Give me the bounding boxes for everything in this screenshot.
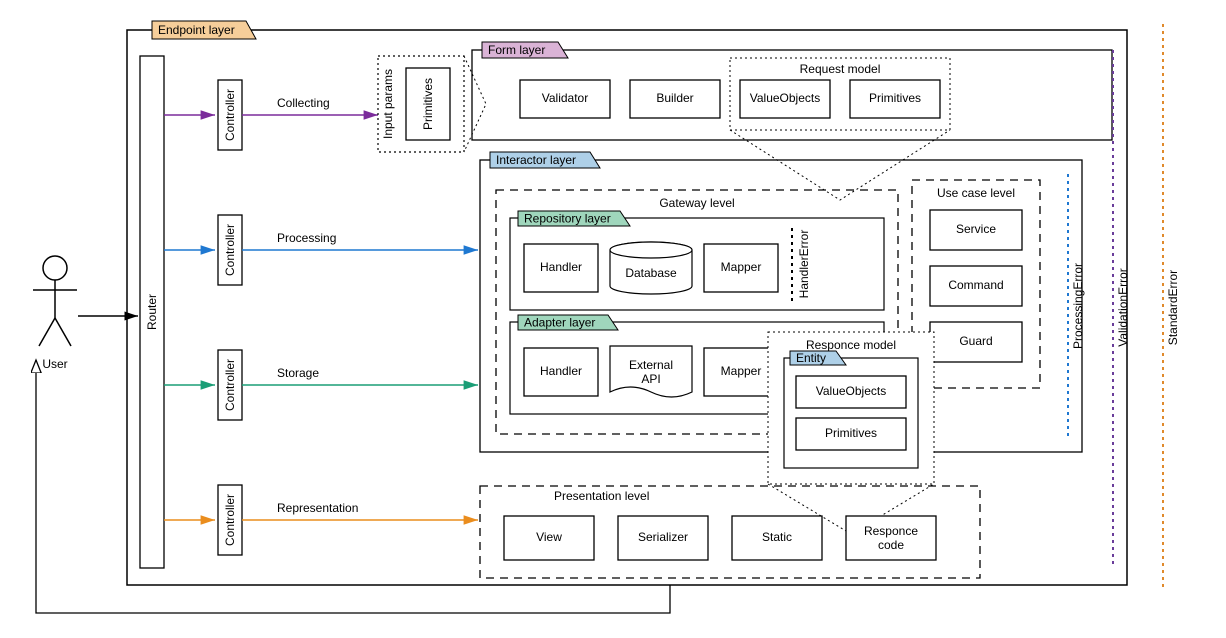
repository-layer-tab-text: Repository layer xyxy=(524,212,611,226)
entity-box-0-label: ValueObjects xyxy=(816,384,886,398)
adapter-layer-tab-text: Adapter layer xyxy=(524,316,595,330)
user-icon xyxy=(43,256,67,280)
standard-error-label: StandardError xyxy=(1166,270,1180,345)
adapter-api-l2: API xyxy=(641,372,660,386)
presentation-2-label: Static xyxy=(762,530,792,544)
presentation-0-label: View xyxy=(536,530,562,544)
repo-handler-label: Handler xyxy=(540,260,582,274)
use-case-1-label: Command xyxy=(948,278,1003,292)
adapter-mapper-label: Mapper xyxy=(721,364,762,378)
repo-error-label: HandlerError xyxy=(797,230,811,299)
input-params-primitives-label: Primitives xyxy=(421,78,435,130)
request-model-label: Request model xyxy=(800,62,881,76)
processing-error-label: ProcessingError xyxy=(1071,263,1085,349)
controller-2-arrow-label: Storage xyxy=(277,366,319,380)
validation-error-label: ValidationError xyxy=(1116,268,1130,346)
controller-1-label: Controller xyxy=(223,224,237,276)
controller-2-label: Controller xyxy=(223,359,237,411)
architecture-diagram: Endpoint layer User Router Controller Collec… xyxy=(0,0,1226,638)
presentation-3-label2: code xyxy=(878,538,904,552)
feedback-arrow xyxy=(36,360,670,613)
controller-0-label: Controller xyxy=(223,89,237,141)
entity-layer xyxy=(784,358,918,468)
presentation-1-label: Serializer xyxy=(638,530,688,544)
entity-box-1-label: Primitives xyxy=(825,426,877,440)
use-case-2-label: Guard xyxy=(959,334,992,348)
presentation-level-label: Presentation level xyxy=(554,489,649,503)
repo-database-label: Database xyxy=(625,266,677,280)
entity-layer-tab-text: Entity xyxy=(796,351,826,365)
repo-mapper-label: Mapper xyxy=(721,260,762,274)
router-label: Router xyxy=(145,294,159,330)
form-box-2-label: ValueObjects xyxy=(750,91,820,105)
interactor-layer-tab-text: Interactor layer xyxy=(496,153,576,167)
adapter-handler-label: Handler xyxy=(540,364,582,378)
input-params-wedge xyxy=(464,56,486,152)
controller-3-label: Controller xyxy=(223,494,237,546)
use-case-level-label: Use case level xyxy=(937,186,1015,200)
use-case-0-label: Service xyxy=(956,222,996,236)
form-box-0-label: Validator xyxy=(542,91,588,105)
presentation-3-label1: Responce xyxy=(864,524,918,538)
input-params-title: Input params xyxy=(381,69,395,139)
adapter-api-l1: External xyxy=(629,358,673,372)
controller-0-arrow-label: Collecting xyxy=(277,96,330,110)
form-layer-tab-text: Form layer xyxy=(488,43,545,57)
gateway-level-label: Gateway level xyxy=(659,196,734,210)
controller-3-arrow-label: Representation xyxy=(277,501,358,515)
controller-1-arrow-label: Processing xyxy=(277,231,336,245)
form-box-1-label: Builder xyxy=(656,91,693,105)
user-label: User xyxy=(42,357,67,371)
form-box-3-label: Primitives xyxy=(869,91,921,105)
endpoint-layer-tab-text: Endpoint layer xyxy=(158,23,235,37)
